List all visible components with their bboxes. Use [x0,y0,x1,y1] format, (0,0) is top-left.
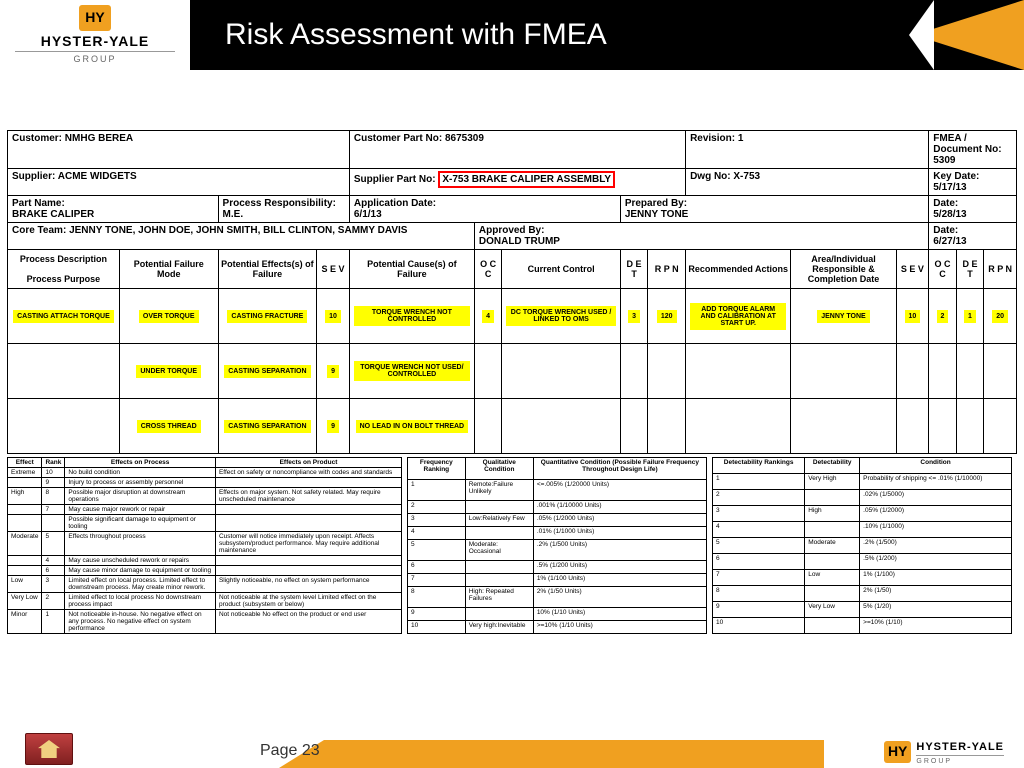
date1-value: 5/28/13 [933,209,966,220]
col-control: Current Control [502,250,620,289]
logo-badge: HY [79,5,110,31]
col-mode: Potential Failure Mode [119,250,218,289]
partname-label: Part Name: [12,198,65,209]
team-value: JENNY TONE, JOHN DOE, JOHN SMITH, BILL C… [69,225,407,236]
date2-value: 6/27/13 [933,236,966,247]
fmea-form: Customer: NMHG BEREA Customer Part No: 8… [7,130,1017,454]
customer-label: Customer: [12,133,62,144]
supppart-highlight: X-753 BRAKE CALIPER ASSEMBLY [438,171,615,188]
col-sev: S E V [317,250,350,289]
keydate-value: 5/17/13 [933,182,966,193]
doc-value: 5309 [933,155,955,166]
logo-badge-r: HY [888,743,907,759]
dwg-label: Dwg No: [690,171,731,182]
supppart-value: X-753 BRAKE CALIPER ASSEMBLY [442,174,611,185]
footer: Page 23 HY HYSTER-YALE GROUP [0,730,1024,768]
prep-label: Prepared By: [625,198,687,209]
supplier-value: ACME WIDGETS [58,171,137,182]
company-name-r: HYSTER-YALE [916,741,1004,753]
resp-value: M.E. [223,209,244,220]
rev-value: 1 [738,133,744,144]
col-cause: Potential Cause(s) of Failure [349,250,474,289]
col-effect: Potential Effects(s) of Failure [218,250,317,289]
logo-right: HY HYSTER-YALE GROUP [884,739,1004,765]
resp-label: Process Responsibility: [223,198,336,209]
supplier-label: Supplier: [12,171,55,182]
table-row: CROSS THREADCASTING SEPARATION9NO LEAD I… [8,399,1017,454]
partname-value: BRAKE CALIPER [12,209,94,220]
col-resp: Area/Individual Responsible & Completion… [791,250,896,289]
company-sub-r: GROUP [916,755,1004,765]
col-process: Process DescriptionProcess Purpose [8,250,120,289]
date1-label: Date: [933,198,958,209]
col-det: D E T [620,250,648,289]
page-title: Risk Assessment with FMEA [225,18,607,52]
table-row: UNDER TORQUECASTING SEPARATION9TORQUE WR… [8,344,1017,399]
home-button[interactable] [25,733,73,765]
custpart-value: 8675309 [445,133,484,144]
team-label: Core Team: [12,225,66,236]
doc-label: FMEA / Document No: [933,133,1001,155]
rev-label: Revision: [690,133,735,144]
detectability-table: Detectability RankingsDetectabilityCondi… [712,457,1012,634]
col-occ2: O C C [929,250,957,289]
reference-tables: EffectRankEffects on ProcessEffects on P… [7,457,1017,634]
prep-value: JENNY TONE [625,209,689,220]
title-bar: Risk Assessment with FMEA [190,0,1024,70]
dwg-value: X-753 [733,171,760,182]
header-region: HY HYSTER-YALE GROUP Risk Assessment wit… [0,0,1024,95]
table-row: CASTING ATTACH TORQUEOVER TORQUECASTING … [8,289,1017,344]
appdate-value: 6/1/13 [354,209,382,220]
logo-badge-text: HY [85,9,104,25]
customer-value: NMHG BEREA [65,133,133,144]
footer-stripe [279,740,824,768]
logo-left: HY HYSTER-YALE GROUP [15,5,175,64]
supppart-label: Supplier Part No: [354,174,436,185]
col-rpn: R P N [648,250,686,289]
col-rpn2: R P N [984,250,1017,289]
page-number: Page 23 [260,742,320,760]
home-icon [38,740,60,758]
approved-value: DONALD TRUMP [479,236,560,247]
company-name: HYSTER-YALE [15,33,175,49]
frequency-table: Frequency RankingQualitative ConditionQu… [407,457,707,634]
col-sev2: S E V [896,250,929,289]
effect-table: EffectRankEffects on ProcessEffects on P… [7,457,402,634]
col-det2: D E T [956,250,984,289]
keydate-label: Key Date: [933,171,979,182]
date2-label: Date: [933,225,958,236]
col-occ: O C C [474,250,502,289]
approved-label: Approved By: [479,225,545,236]
custpart-label: Customer Part No: [354,133,442,144]
col-action: Recommended Actions [686,250,791,289]
company-sub: GROUP [15,51,175,64]
appdate-label: Application Date: [354,198,436,209]
